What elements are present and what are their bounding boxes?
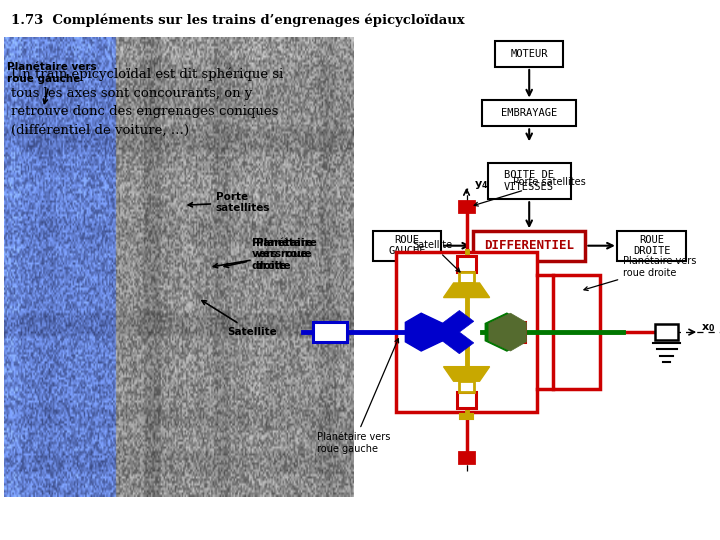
Polygon shape bbox=[444, 367, 490, 381]
FancyBboxPatch shape bbox=[488, 163, 571, 199]
Bar bbox=[459, 201, 474, 212]
FancyBboxPatch shape bbox=[373, 231, 441, 260]
Bar bbox=[498, 322, 525, 342]
Polygon shape bbox=[438, 327, 474, 354]
FancyBboxPatch shape bbox=[474, 231, 585, 260]
Bar bbox=[655, 324, 678, 340]
Text: $\mathbf{y_4}$: $\mathbf{y_4}$ bbox=[474, 179, 488, 191]
Text: ROUE
GAUCHE: ROUE GAUCHE bbox=[388, 235, 426, 256]
Bar bbox=[396, 253, 537, 411]
Bar bbox=[459, 272, 474, 283]
Text: EMBRAYAGE: EMBRAYAGE bbox=[501, 109, 557, 118]
Text: Planétaire
vers roue
droite: Planétaire vers roue droite bbox=[224, 238, 313, 271]
Text: Satellite: Satellite bbox=[413, 240, 460, 272]
Polygon shape bbox=[438, 310, 474, 338]
Text: Porte satellites: Porte satellites bbox=[474, 177, 586, 206]
Text: Planétaire
vers roue
droite: Planétaire vers roue droite bbox=[213, 238, 317, 271]
FancyBboxPatch shape bbox=[495, 41, 563, 67]
Polygon shape bbox=[489, 313, 526, 351]
Text: ROUE
DROITE: ROUE DROITE bbox=[633, 235, 670, 256]
Bar bbox=[457, 256, 476, 272]
Bar bbox=[312, 322, 347, 342]
Text: 1.73  Compléments sur les trains d’engrenages épicycloïdaux: 1.73 Compléments sur les trains d’engren… bbox=[11, 14, 464, 27]
Text: Satellite: Satellite bbox=[202, 301, 276, 337]
Bar bbox=[460, 414, 473, 419]
Text: Planétaire vers
roue droite: Planétaire vers roue droite bbox=[584, 256, 696, 291]
Text: MOTEUR: MOTEUR bbox=[510, 49, 548, 59]
Text: Porte
satellites: Porte satellites bbox=[188, 192, 271, 213]
Polygon shape bbox=[485, 313, 523, 351]
Bar bbox=[457, 392, 476, 408]
Polygon shape bbox=[405, 313, 443, 351]
Text: Un train épicycloïdal est dit sphérique si
tous les axes sont concourants, on y
: Un train épicycloïdal est dit sphérique … bbox=[11, 68, 283, 137]
Text: Planétaire vers
roue gauche: Planétaire vers roue gauche bbox=[7, 62, 96, 104]
Bar bbox=[459, 453, 474, 463]
Bar bbox=[553, 275, 600, 389]
Text: DIFFERENTIEL: DIFFERENTIEL bbox=[485, 239, 575, 252]
FancyBboxPatch shape bbox=[618, 231, 685, 260]
Text: Planétaire vers
roue gauche: Planétaire vers roue gauche bbox=[318, 339, 399, 454]
Text: $\mathbf{x_0}$: $\mathbf{x_0}$ bbox=[701, 322, 716, 334]
Text: BOITE DE
VITESSES: BOITE DE VITESSES bbox=[504, 170, 554, 192]
Bar bbox=[459, 381, 474, 392]
FancyBboxPatch shape bbox=[482, 100, 576, 126]
Polygon shape bbox=[444, 283, 490, 298]
